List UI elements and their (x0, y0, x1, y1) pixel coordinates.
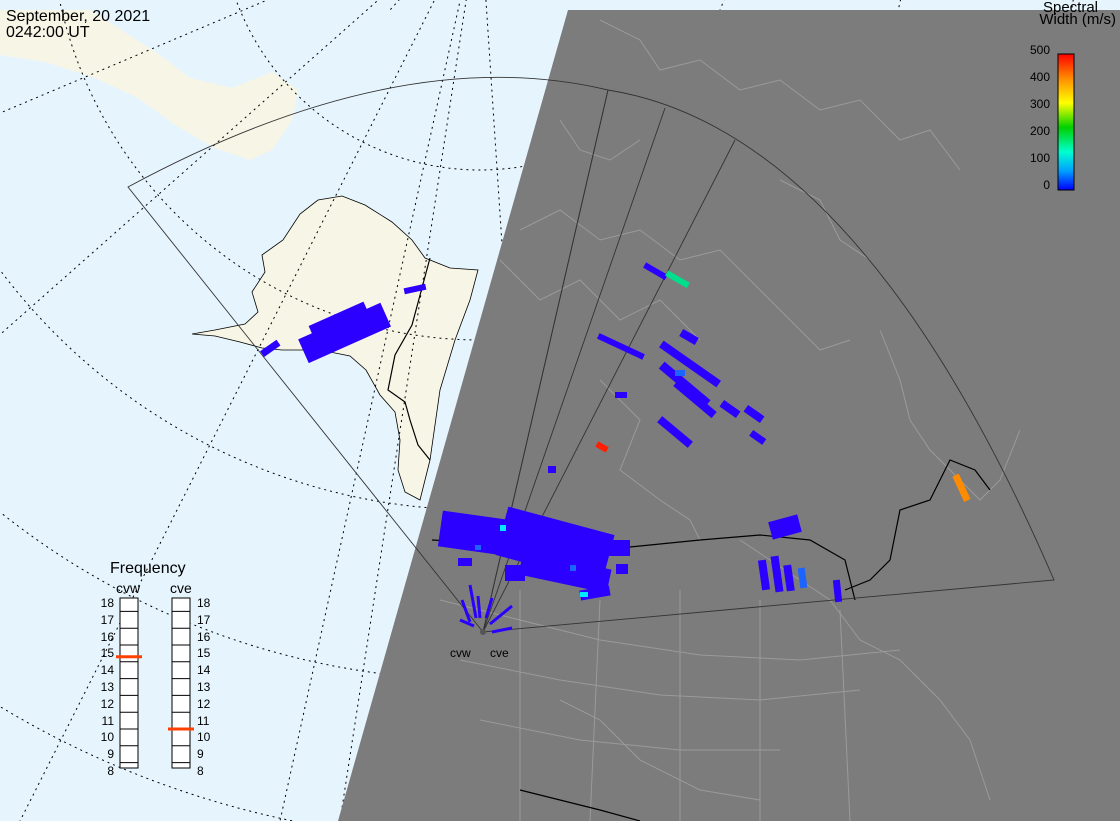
colorbar-tick: 500 (1029, 43, 1050, 57)
scatter-eastern (757, 473, 971, 603)
freq-bar-cvw (119, 597, 139, 769)
freq-scale-left: 10 (100, 730, 114, 745)
freq-scale-right: 12 (197, 696, 211, 711)
freq-column-label-cve: cve (170, 580, 192, 596)
freq-scale-right: 10 (197, 730, 211, 745)
colorbar-tick: 400 (1029, 70, 1050, 84)
radar-site-marker (480, 629, 486, 635)
freq-scale-right: 16 (197, 629, 211, 644)
date-label: September, 20 2021 (6, 8, 151, 25)
freq-scale-right: 8 (197, 764, 204, 778)
freq-scale-right: 14 (197, 663, 211, 678)
freq-marker-cvw (116, 655, 142, 659)
freq-scale-left: 17 (100, 612, 114, 627)
colorbar-title-line2: Width (m/s) (1039, 11, 1116, 28)
colorbar-tick: 0 (1043, 178, 1050, 192)
freq-scale-left: 12 (100, 696, 114, 711)
radar-label-cve: cve (490, 646, 509, 660)
scatter-alaska (260, 283, 427, 364)
freq-scale-left: 16 (100, 629, 114, 644)
scatter-near-radar (459, 584, 513, 634)
freq-bar-cve (171, 597, 191, 769)
freq-scale-left: 18 (100, 596, 114, 610)
northwest-landmass (0, 10, 298, 160)
freq-scale-right: 11 (197, 713, 210, 728)
freq-scale-left: 15 (100, 646, 114, 661)
scatter-southern (437, 506, 630, 601)
freq-scale-right: 13 (197, 680, 211, 694)
freq-scale-right: 15 (197, 646, 211, 661)
freq-scale-left: 13 (100, 680, 114, 694)
freq-scale-left: 8 (107, 764, 114, 778)
freq-marker-cve (168, 727, 194, 731)
freq-scale-right: 9 (197, 747, 204, 762)
night-terminator (338, 10, 1120, 821)
colorbar-tick: 200 (1029, 124, 1050, 138)
radar-label-cvw: cvw (450, 646, 471, 660)
colorbar-tick: 300 (1029, 97, 1050, 111)
freq-scale-left: 14 (100, 663, 114, 678)
colorbar-tick: 100 (1029, 151, 1050, 165)
colorbar (1057, 53, 1075, 191)
frequency-bars (116, 597, 194, 769)
freq-scale-left: 11 (101, 713, 114, 728)
freq-scale-right: 17 (197, 612, 211, 627)
scatter-northern (548, 262, 767, 473)
freq-scale-right: 18 (197, 596, 211, 610)
time-label: 0242:00 UT (6, 24, 90, 41)
freq-scale-left: 9 (107, 747, 114, 762)
colorbar-title-line1: Spectral (1042, 0, 1098, 16)
frequency-panel-title: Frequency (110, 560, 186, 577)
freq-column-label-cvw: cvw (116, 580, 141, 596)
